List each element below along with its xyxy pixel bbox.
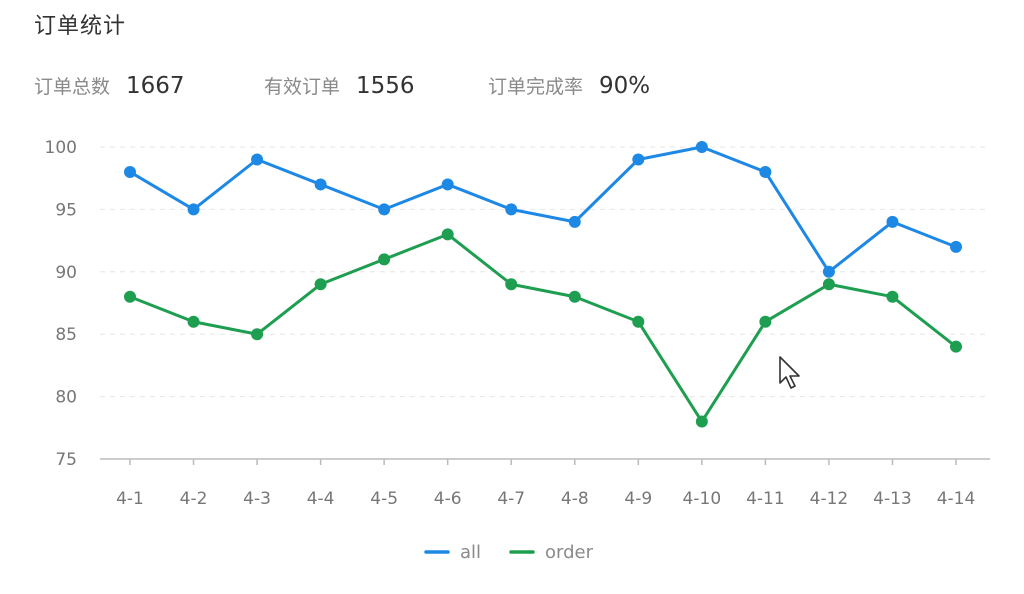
page-title: 订单统计 xyxy=(34,14,127,39)
data-point-order xyxy=(378,253,391,266)
data-point-all xyxy=(124,165,136,178)
x-tick-label: 4-7 xyxy=(497,489,525,509)
data-point-all xyxy=(505,203,518,216)
y-tick-label: 95 xyxy=(55,200,77,220)
data-point-order xyxy=(314,278,327,291)
y-tick-label: 80 xyxy=(55,388,77,408)
data-point-all xyxy=(314,178,327,191)
stat-value: 90% xyxy=(599,72,651,99)
x-tick-label: 4-9 xyxy=(624,489,652,509)
data-point-all xyxy=(441,178,454,191)
x-tick-label: 4-3 xyxy=(243,489,271,509)
stat-valid-orders: 有效订单 1556 xyxy=(264,72,415,99)
stat-label: 订单总数 xyxy=(34,76,111,98)
data-point-all xyxy=(886,215,899,228)
series-line-all xyxy=(128,145,958,274)
data-point-order xyxy=(505,278,518,291)
data-point-order xyxy=(695,415,708,428)
data-point-order xyxy=(568,290,581,303)
legend-label-all: all xyxy=(460,542,481,563)
data-point-order xyxy=(759,315,772,328)
x-tick-label: 4-4 xyxy=(307,489,335,509)
data-point-all xyxy=(251,153,264,166)
y-tick-label: 90 xyxy=(55,263,77,283)
stat-label: 订单完成率 xyxy=(488,76,584,98)
x-tick-label: 4-2 xyxy=(180,489,208,509)
y-tick-label: 75 xyxy=(55,450,77,470)
x-tick-label: 4-14 xyxy=(937,489,976,509)
mouse-pointer-icon xyxy=(778,355,804,395)
data-point-all xyxy=(378,203,391,216)
stat-value: 1667 xyxy=(126,72,185,99)
x-tick-label: 4-8 xyxy=(561,489,589,509)
legend-label-order: order xyxy=(545,542,594,563)
x-tick-label: 4-10 xyxy=(683,489,722,509)
y-tick-label: 100 xyxy=(45,138,77,158)
x-tick-label: 4-12 xyxy=(810,489,849,509)
data-point-order xyxy=(886,290,899,303)
x-tick-label: 4-11 xyxy=(746,489,785,509)
data-point-order xyxy=(950,340,962,353)
data-point-all xyxy=(950,240,962,253)
data-point-all xyxy=(822,265,835,278)
stat-label: 有效订单 xyxy=(264,76,341,98)
y-tick-label: 85 xyxy=(55,325,77,345)
data-point-all xyxy=(187,203,200,216)
series-line-order xyxy=(128,232,958,424)
data-point-all xyxy=(695,141,708,153)
data-point-order xyxy=(187,315,200,328)
x-tick-label: 4-13 xyxy=(873,489,912,509)
stat-completion-rate: 订单完成率 90% xyxy=(488,72,650,99)
data-point-order xyxy=(251,328,264,341)
data-point-order xyxy=(124,290,136,303)
data-point-order xyxy=(822,278,835,291)
stat-total-orders: 订单总数 1667 xyxy=(34,72,185,99)
data-point-all xyxy=(759,165,772,178)
x-tick-label: 4-1 xyxy=(116,489,144,509)
data-point-all xyxy=(632,153,645,166)
data-point-order xyxy=(441,228,454,241)
x-tick-label: 4-5 xyxy=(370,489,398,509)
data-point-order xyxy=(632,315,645,328)
data-point-all xyxy=(568,215,581,228)
x-tick-label: 4-6 xyxy=(434,489,462,509)
stat-value: 1556 xyxy=(356,72,415,99)
